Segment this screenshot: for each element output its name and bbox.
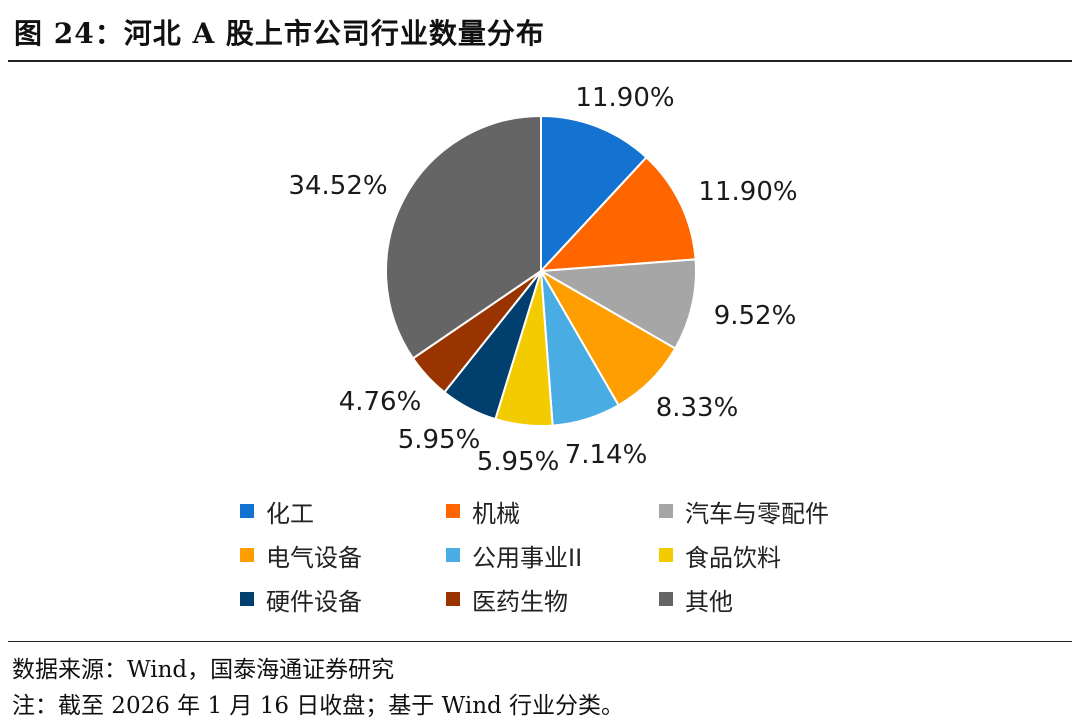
remark-note: 注：截至 2026 年 1 月 16 日收盘；基于 Wind 行业分类。: [12, 693, 625, 719]
legend-item-6: 食品饮料: [659, 537, 781, 573]
legend-label: 食品饮料: [685, 543, 781, 572]
pie-label-8: 4.76%: [339, 387, 422, 417]
pie-label-6: 5.95%: [477, 447, 560, 477]
legend-swatch: [240, 548, 254, 562]
legend-label: 其他: [685, 587, 733, 616]
title-divider: [8, 60, 1072, 62]
pie-label-2: 11.90%: [698, 177, 797, 207]
pie-label-1: 11.90%: [575, 83, 674, 113]
legend-swatch: [446, 548, 460, 562]
figure-title: 图 24：河北 A 股上市公司行业数量分布: [14, 17, 545, 50]
legend-item-2: 机械: [446, 493, 520, 529]
legend-item-7: 硬件设备: [240, 581, 362, 617]
pie-slice-9: [385, 114, 542, 360]
legend-swatch: [659, 592, 673, 606]
legend-item-1: 化工: [240, 493, 314, 529]
pie-slice-2: [538, 155, 697, 273]
legend-swatch: [446, 504, 460, 518]
legend-item-3: 汽车与零配件: [659, 493, 829, 529]
legend-item-9: 其他: [659, 581, 733, 617]
legend-swatch: [659, 504, 673, 518]
pie-label-9: 34.52%: [288, 171, 387, 201]
legend-label: 化工: [266, 499, 314, 528]
legend-label: 汽车与零配件: [685, 499, 829, 528]
legend-label: 公用事业II: [472, 543, 583, 572]
source-note: 数据来源：Wind，国泰海通证券研究: [12, 657, 395, 683]
pie-label-3: 9.52%: [714, 301, 797, 331]
legend-item-4: 电气设备: [240, 537, 362, 573]
legend-label: 机械: [472, 499, 520, 528]
pie-slices: [385, 114, 697, 427]
pie-label-7: 5.95%: [398, 425, 481, 455]
legend-swatch: [240, 504, 254, 518]
legend-swatch: [659, 548, 673, 562]
legend-label: 电气设备: [266, 543, 362, 572]
pie-labels: 11.90%11.90%9.52%8.33%7.14%5.95%5.95%4.7…: [288, 83, 797, 477]
legend-label: 硬件设备: [266, 587, 362, 616]
pie-slice-1: [540, 114, 648, 274]
legend-label: 医药生物: [472, 587, 568, 616]
notes-divider: [8, 641, 1072, 642]
legend-item-8: 医药生物: [446, 581, 568, 617]
legend-swatch: [446, 592, 460, 606]
pie-label-5: 7.14%: [565, 440, 648, 470]
legend-item-5: 公用事业II: [446, 537, 582, 573]
pie-slice-3: [537, 258, 697, 350]
pie-label-4: 8.33%: [656, 393, 739, 423]
legend-swatch: [240, 592, 254, 606]
